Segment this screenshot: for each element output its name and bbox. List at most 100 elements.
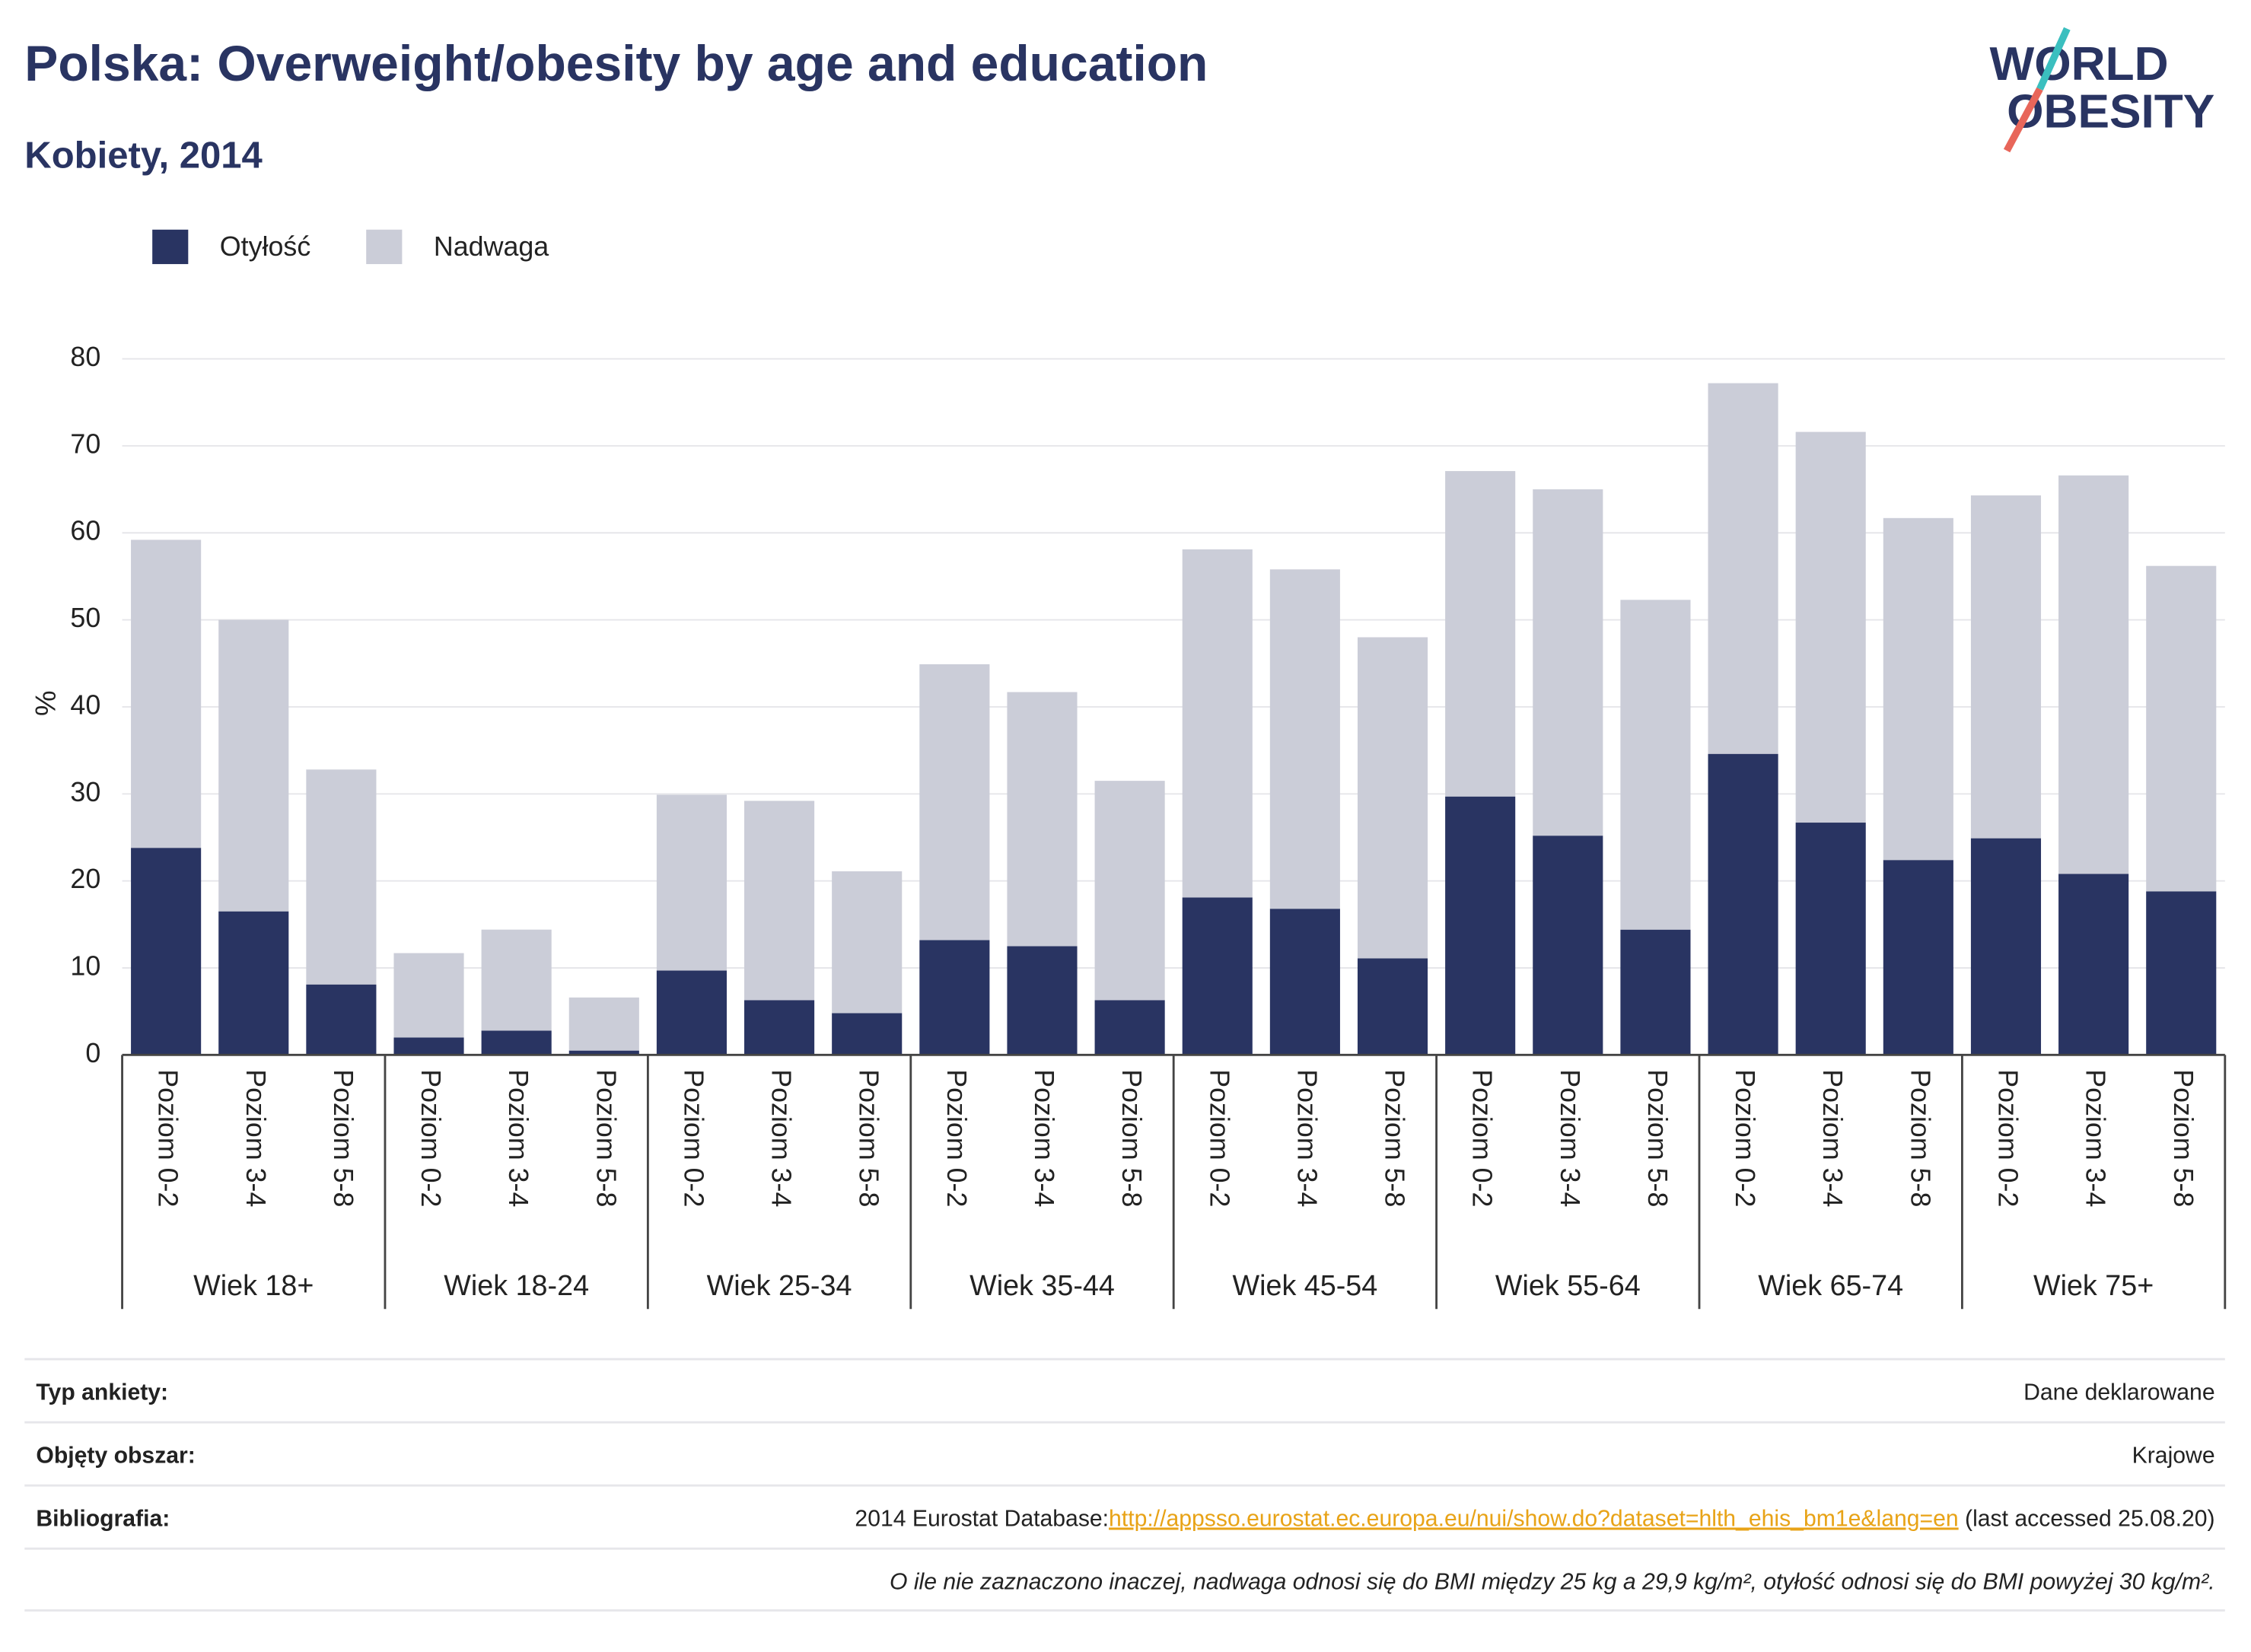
bar-segment	[393, 953, 464, 1038]
x-tick-label: Poziom 3-4	[503, 1069, 533, 1207]
bar-segment	[393, 1037, 464, 1055]
legend-label: Otyłość	[220, 231, 310, 262]
legend-swatch	[366, 229, 403, 265]
bar-segment	[306, 769, 377, 985]
bar-segment	[1357, 637, 1428, 959]
group-label: Wiek 45-54	[1233, 1269, 1378, 1301]
logo-text: OBESITY	[2007, 85, 2214, 138]
bar-segment	[1620, 600, 1691, 930]
bar-segment	[568, 1050, 639, 1055]
bar-segment	[1883, 517, 1953, 861]
bar-segment	[1970, 495, 2042, 839]
bar-segment	[1533, 836, 1603, 1055]
bar-segment	[1883, 860, 1953, 1055]
x-tick-label: Poziom 5-8	[2168, 1069, 2198, 1207]
x-tick-label: Poziom 0-2	[1730, 1069, 1760, 1207]
x-tick-label: Poziom 5-8	[1116, 1069, 1147, 1207]
bibliography-source: 2014 Eurostat Database:	[855, 1506, 1109, 1531]
x-tick-label: Poziom 5-8	[1380, 1069, 1410, 1207]
bar-segment	[1269, 569, 1340, 909]
legend-swatch	[152, 229, 189, 265]
bar-segment	[481, 929, 552, 1031]
bar-segment	[1533, 489, 1603, 836]
footer-label: Typ ankiety:	[36, 1380, 168, 1405]
x-tick-label: Poziom 3-4	[1291, 1069, 1322, 1207]
bibliography: 2014 Eurostat Database:http://appsso.eur…	[855, 1506, 2214, 1531]
chart-title: Polska: Overweight/obesity by age and ed…	[24, 35, 1208, 91]
bar-segment	[131, 848, 202, 1055]
y-tick-label: 60	[70, 516, 100, 546]
group-label: Wiek 18-24	[444, 1269, 589, 1301]
bar-segment	[1182, 549, 1253, 898]
bar-segment	[1007, 946, 1078, 1055]
bar-segment	[2058, 874, 2129, 1055]
y-tick-label: 80	[70, 342, 100, 372]
x-tick-label: Poziom 0-2	[1204, 1069, 1234, 1207]
y-tick-label: 40	[70, 689, 100, 720]
legend-label: Nadwaga	[434, 231, 549, 262]
x-tick-label: Poziom 3-4	[240, 1069, 271, 1207]
y-tick-label: 30	[70, 777, 100, 807]
bar-segment	[919, 664, 990, 941]
bar-segment	[656, 794, 727, 971]
group-label: Wiek 35-44	[969, 1269, 1115, 1301]
footer-value: Dane deklarowane	[2023, 1380, 2214, 1405]
x-tick-label: Poziom 3-4	[1555, 1069, 1585, 1207]
bar-segment	[1269, 909, 1340, 1055]
bibliography-link[interactable]: http://appsso.eurostat.ec.europa.eu/nui/…	[1109, 1506, 1959, 1531]
x-tick-label: Poziom 0-2	[1467, 1069, 1498, 1207]
bar-segment	[1445, 796, 1516, 1055]
x-tick-label: Poziom 3-4	[1029, 1069, 1059, 1207]
bar-segment	[218, 911, 289, 1055]
bar-segment	[1445, 471, 1516, 797]
x-tick-label: Poziom 5-8	[1905, 1069, 1935, 1207]
bar-segment	[832, 871, 903, 1014]
bar-segment	[1970, 838, 2042, 1055]
bar-segment	[744, 1000, 815, 1055]
footer-label: Bibliografia:	[36, 1506, 170, 1531]
footer-label: Objęty obszar:	[36, 1443, 195, 1468]
bar-segment	[131, 540, 202, 848]
bar-segment	[1795, 823, 1866, 1055]
bar-segment	[481, 1030, 552, 1055]
chart-subtitle: Kobiety, 2014	[24, 135, 262, 176]
bar-segment	[1708, 753, 1778, 1055]
bibliography-accessed: (last accessed 25.08.20)	[1959, 1506, 2215, 1531]
x-tick-label: Poziom 3-4	[1817, 1069, 1848, 1207]
x-tick-label: Poziom 5-8	[1642, 1069, 1673, 1207]
x-tick-label: Poziom 0-2	[415, 1069, 446, 1207]
x-tick-label: Poziom 0-2	[1993, 1069, 2023, 1207]
x-tick-label: Poziom 5-8	[854, 1069, 884, 1207]
y-axis-label: %	[29, 690, 61, 716]
bar-segment	[744, 801, 815, 1001]
bar-segment	[1094, 781, 1165, 1001]
x-tick-label: Poziom 0-2	[941, 1069, 972, 1207]
logo-slash	[2003, 87, 2043, 153]
bar-segment	[1357, 958, 1428, 1055]
group-label: Wiek 25-34	[707, 1269, 852, 1301]
x-tick-label: Poziom 3-4	[766, 1069, 797, 1207]
logo-slash	[2036, 27, 2071, 91]
bar-segment	[2058, 475, 2129, 874]
y-tick-label: 10	[70, 950, 100, 981]
bar-segment	[2146, 565, 2217, 892]
group-label: Wiek 55-64	[1495, 1269, 1641, 1301]
x-tick-label: Poziom 0-2	[678, 1069, 708, 1207]
y-tick-label: 50	[70, 603, 100, 633]
bar-segment	[1795, 431, 1866, 823]
logo-text: WORLD	[1989, 38, 2168, 91]
bar-segment	[2146, 891, 2217, 1055]
y-tick-label: 20	[70, 864, 100, 894]
bar-segment	[1094, 1000, 1165, 1055]
bar-segment	[919, 940, 990, 1055]
y-tick-label: 0	[85, 1038, 100, 1068]
bar-segment	[832, 1013, 903, 1055]
bar-segment	[1182, 897, 1253, 1055]
footer-value: Krajowe	[2132, 1443, 2215, 1468]
group-label: Wiek 18+	[193, 1269, 314, 1301]
footer: Typ ankiety: Dane deklarowane Objęty obsza…	[24, 1358, 2225, 1612]
bar-segment	[656, 970, 727, 1055]
x-tick-label: Poziom 5-8	[591, 1069, 621, 1207]
